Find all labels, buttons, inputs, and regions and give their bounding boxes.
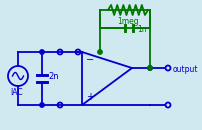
Text: +: + bbox=[86, 92, 94, 102]
Text: 1meg: 1meg bbox=[117, 17, 138, 26]
Circle shape bbox=[147, 66, 152, 70]
Text: output: output bbox=[172, 64, 198, 73]
Circle shape bbox=[147, 66, 152, 70]
Circle shape bbox=[40, 103, 44, 107]
Text: −: − bbox=[86, 55, 94, 65]
Text: 2n: 2n bbox=[48, 72, 58, 81]
Text: IAC: IAC bbox=[10, 88, 22, 97]
Circle shape bbox=[40, 50, 44, 54]
Circle shape bbox=[97, 50, 102, 54]
Text: 1n: 1n bbox=[136, 24, 146, 34]
